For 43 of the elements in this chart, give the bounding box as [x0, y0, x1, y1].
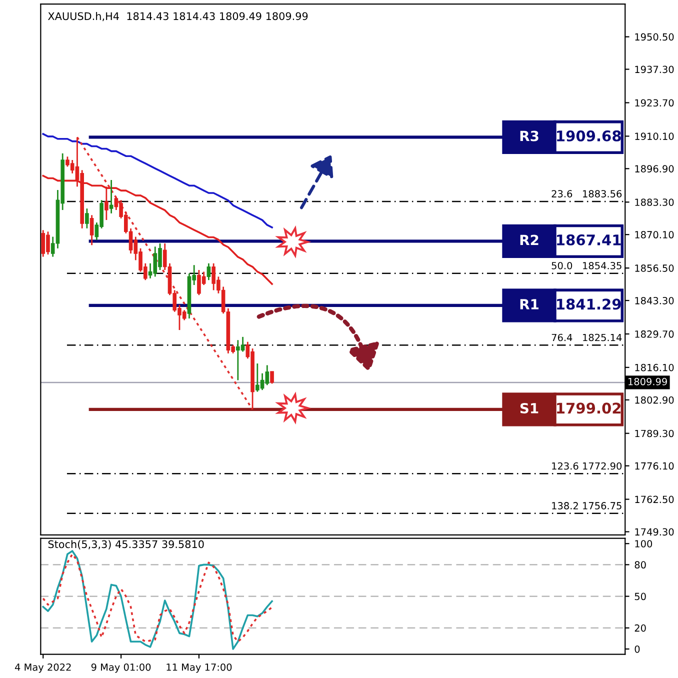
y-tick-label: 50: [634, 592, 646, 600]
y-tick-label: 100: [635, 540, 652, 548]
ref-line-label: 23.6 1883.56: [552, 190, 622, 198]
text: R2 1867.41: [520, 234, 621, 246]
candlestick: [270, 370, 274, 384]
y-tick-label: 1896.90: [635, 165, 674, 172]
y-tick-label: 1883.30: [635, 198, 674, 206]
y-tick-label: 80: [634, 561, 646, 569]
y-tick-label: 20: [634, 624, 646, 632]
x-tick-label: 9 May 01:00: [91, 663, 151, 673]
y-tick-label: 1776.10: [635, 462, 674, 470]
y-tick-label: 1802.90: [635, 396, 674, 404]
x-tick-label: 4 May 2022: [14, 663, 71, 673]
candlestick: [206, 262, 211, 281]
y-tick-label: 1923.70: [635, 99, 674, 107]
chart-title: Stoch(5,3,3) 45.3357 39.5810: [48, 540, 204, 550]
candlestick: [109, 179, 114, 214]
text: R1 1841.29: [520, 298, 621, 310]
y-tick-label: 1762.50: [635, 496, 674, 504]
line-series: [42, 133, 273, 228]
text: XAUUSD.h,H4 1814.43 1814.43 1809.49 1809.99: [48, 12, 308, 22]
text: S1 1799.02: [520, 402, 621, 414]
ref-line-label: 1809.99: [628, 378, 667, 386]
y-tick-label: 0: [634, 645, 640, 653]
candlestick: [85, 208, 89, 230]
candlestick: [90, 214, 94, 246]
y-tick-label: 1910.10: [635, 132, 674, 140]
candlestick: [104, 186, 108, 221]
y-tick-label: 1829.70: [635, 330, 674, 338]
x-tick-label: 11 May 17:00: [166, 663, 232, 673]
ref-line-label: 76.4 1825.14: [552, 334, 622, 342]
y-tick-label: 1937.30: [635, 66, 674, 74]
y-tick-label: 1789.30: [635, 430, 674, 438]
y-tick-label: 1870.10: [635, 231, 674, 238]
ref-line-label: 123.6 1772.90: [552, 462, 622, 470]
text: R3 1909.68: [520, 130, 621, 142]
y-tick-label: 1816.10: [635, 364, 674, 372]
y-tick-label: 1749.30: [635, 528, 674, 536]
y-tick-label: 1843.30: [635, 296, 674, 304]
y-tick-label: 1856.50: [635, 264, 674, 272]
ref-line-label: 138.2 1756.75: [552, 502, 622, 510]
ref-line-label: 50.0 1854.35: [552, 262, 622, 270]
y-tick-label: 1950.50: [635, 33, 674, 41]
